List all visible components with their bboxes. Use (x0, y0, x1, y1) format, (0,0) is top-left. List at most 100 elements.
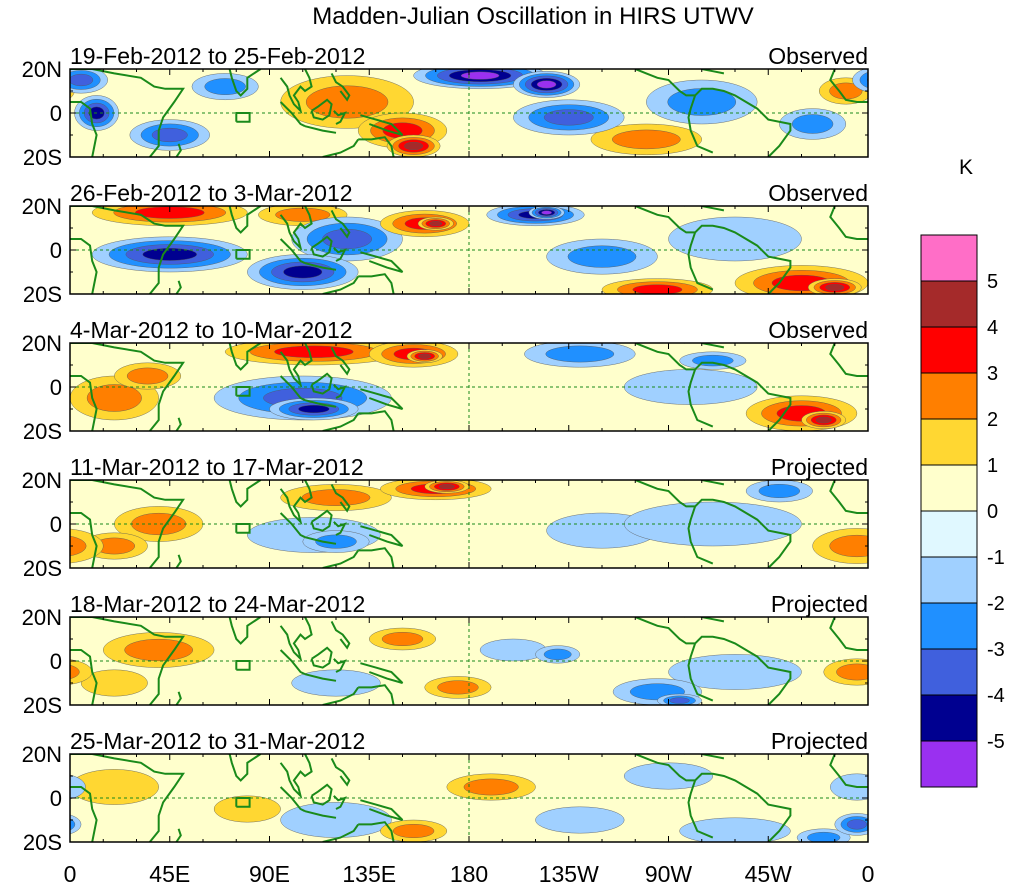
coastline (322, 686, 360, 705)
x-tick-label: 135W (539, 861, 599, 887)
coastline (360, 525, 404, 547)
coastline (358, 547, 395, 568)
anomaly-field (70, 754, 868, 842)
anomaly-contour (437, 680, 479, 695)
anomaly-contour (283, 265, 323, 279)
panel-period: 11-Mar-2012 to 17-Mar-2012 (70, 454, 364, 480)
anomaly-contour (939, 124, 997, 146)
coastline (360, 388, 404, 410)
coastline (70, 238, 98, 294)
anomaly-contour (887, 107, 902, 119)
y-tick-label: 20S (23, 830, 62, 855)
colorbar: K 5 4 3 2 1 0 -1 -2 -3 -4 -5 (920, 156, 1005, 788)
anomaly-contour (204, 78, 246, 95)
index-box (235, 797, 251, 808)
anomaly-contour (126, 367, 169, 385)
coastline (279, 617, 313, 663)
coastline (322, 823, 360, 842)
colorbar-bin (920, 510, 978, 558)
coastline (330, 620, 351, 650)
colorbar-bin (920, 694, 978, 742)
anomaly-contour (859, 72, 868, 88)
colorbar-bin (920, 602, 978, 650)
anomaly-contour (807, 831, 841, 842)
coastline (70, 206, 185, 294)
anomaly-contour (632, 284, 683, 294)
anomaly-contour (70, 535, 87, 557)
panel-period: 25-Mar-2012 to 31-Mar-2012 (70, 728, 365, 754)
anomaly-contour (86, 384, 142, 412)
index-box (235, 386, 251, 397)
panel-period: 4-Mar-2012 to 10-Mar-2012 (70, 317, 353, 343)
coastline (70, 343, 185, 431)
anomaly-contour (0, 502, 4, 546)
coastline (310, 783, 333, 806)
colorbar-bin (920, 464, 978, 512)
anomaly-contour (31, 83, 64, 99)
anomaly-contour (151, 127, 188, 143)
y-tick-label: 20N (22, 57, 62, 82)
coastline (175, 554, 182, 568)
anomaly-contour (836, 663, 868, 681)
coastline (360, 662, 404, 684)
coastline (310, 509, 333, 532)
anomaly-contour (0, 484, 2, 498)
anomaly-contour (479, 638, 547, 662)
anomaly-field (0, 480, 868, 568)
index-box (235, 112, 251, 123)
coastline (687, 506, 714, 565)
coastline (687, 95, 714, 154)
anomaly-contour (567, 245, 637, 268)
anomaly-contour (70, 769, 159, 805)
colorbar-label: 1 (987, 455, 998, 477)
colorbar-label: 3 (987, 363, 998, 385)
anomaly-contour (70, 664, 80, 680)
coastline (70, 786, 98, 842)
colorbar-label: -2 (987, 593, 1005, 615)
coastline (304, 673, 337, 682)
coastline (829, 617, 868, 651)
coastline (634, 754, 696, 782)
index-box (235, 660, 251, 671)
coastline (175, 691, 182, 705)
anomaly-contour (460, 71, 500, 80)
coastline (360, 251, 404, 273)
coastline (333, 384, 347, 399)
colorbar-bin (920, 326, 978, 374)
coastline (684, 69, 725, 75)
coastline (694, 772, 792, 842)
coastline (634, 617, 696, 645)
panel-period: 19-Feb-2012 to 25-Feb-2012 (70, 43, 365, 69)
coastline (279, 206, 313, 252)
coastline (279, 786, 306, 813)
panel-status: Observed (768, 43, 868, 69)
coastline (829, 754, 868, 788)
coastline (70, 754, 185, 842)
anomaly-contour (829, 534, 868, 558)
colorbar-bin (920, 556, 978, 604)
anomaly-contour (541, 210, 552, 215)
coastline (304, 810, 337, 819)
coastline (330, 483, 351, 513)
anomaly-contour (543, 648, 572, 661)
coastline (322, 275, 360, 294)
anomaly-contour (418, 353, 432, 359)
y-tick-label: 0 (50, 512, 62, 537)
coastline (634, 206, 696, 234)
colorbar-bin (920, 372, 978, 420)
colorbar-bin (920, 418, 978, 466)
coastline (687, 369, 714, 428)
chart-title: Madden-Julian Oscillation in HIRS UTWV (312, 3, 753, 30)
coastline (634, 69, 696, 97)
coastline (684, 754, 725, 760)
coastline (310, 372, 333, 395)
coastline (684, 343, 725, 349)
coastline (829, 206, 868, 240)
coastline (333, 795, 347, 810)
panel-status: Projected (771, 591, 868, 617)
y-tick-label: 0 (50, 649, 62, 674)
coastline (175, 417, 182, 431)
panel-status: Observed (768, 317, 868, 343)
coastline (330, 72, 351, 102)
